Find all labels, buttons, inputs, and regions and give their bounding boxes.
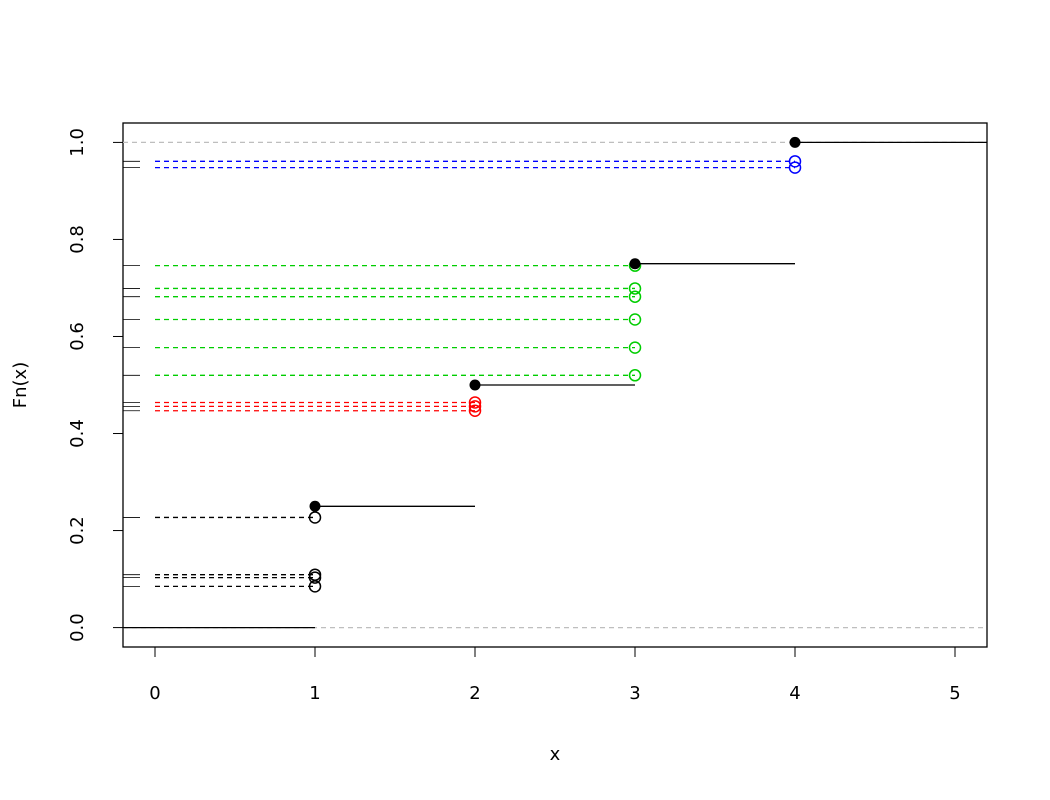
step-point bbox=[469, 379, 481, 391]
x-tick-label: 3 bbox=[629, 683, 640, 704]
x-tick-label: 0 bbox=[149, 683, 160, 704]
sample-point bbox=[788, 161, 802, 174]
x-tick-label: 1 bbox=[309, 683, 320, 704]
sample-point bbox=[308, 571, 322, 584]
y-tick-label: 0.8 bbox=[67, 225, 88, 254]
x-axis-label: x bbox=[550, 744, 561, 765]
y-axis-label: Fn(x) bbox=[10, 362, 31, 408]
x-tick-label: 4 bbox=[789, 683, 800, 704]
sample-point bbox=[628, 290, 642, 303]
y-tick-label: 0.6 bbox=[67, 322, 88, 351]
step-point bbox=[789, 136, 801, 148]
sample-point bbox=[628, 341, 642, 354]
y-tick-label: 0.2 bbox=[67, 516, 88, 545]
y-tick-label: 0.0 bbox=[67, 613, 88, 642]
sample-point bbox=[788, 155, 802, 168]
sample-point bbox=[308, 580, 322, 593]
sample-point bbox=[468, 400, 482, 413]
sample-point bbox=[628, 282, 642, 295]
x-tick-label: 5 bbox=[949, 683, 960, 704]
step-point bbox=[309, 500, 321, 512]
y-tick-label: 0.4 bbox=[67, 419, 88, 448]
sample-point bbox=[468, 404, 482, 417]
sample-point bbox=[468, 396, 482, 409]
x-tick-label: 2 bbox=[469, 683, 480, 704]
step-point bbox=[629, 258, 641, 270]
y-tick-label: 1.0 bbox=[67, 128, 88, 157]
sample-point bbox=[628, 313, 642, 326]
sample-point bbox=[628, 369, 642, 382]
sample-point bbox=[308, 511, 322, 524]
